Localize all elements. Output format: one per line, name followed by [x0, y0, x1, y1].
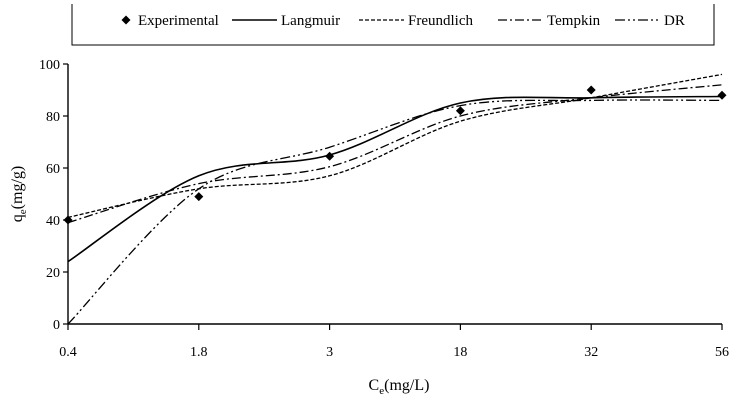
data-point-experimental [717, 90, 727, 100]
data-point-experimental [586, 85, 596, 95]
legend-item-freundlich: Freundlich [359, 13, 473, 29]
legend-label: Freundlich [408, 13, 473, 29]
legend-item-experimental: Experimental [121, 13, 219, 29]
x-axis-title: Ce(mg/L) [369, 377, 430, 397]
y-axis-title-sub: e [17, 209, 29, 214]
x-tick-label: 56 [715, 345, 729, 360]
series-line-langmuir [67, 95, 723, 263]
data-point-experimental [63, 215, 73, 225]
legend-item-tempkin: Tempkin [498, 13, 601, 29]
y-axis-title-rest: (mg/g) [9, 166, 26, 210]
data-point-experimental [455, 106, 465, 116]
y-tick-label: 20 [46, 266, 60, 281]
series-line-freundlich [67, 73, 723, 219]
x-ticks: 0.4 1.8 3 18 32 56 [59, 324, 729, 360]
x-axis-title-sub: e [379, 385, 384, 397]
x-tick-label: 0.4 [59, 345, 77, 360]
legend-label: Langmuir [281, 13, 340, 29]
series-layer [63, 73, 727, 325]
legend: Experimental Langmuir Freundlich Tempkin DR [71, 4, 715, 46]
legend-frame [71, 4, 715, 46]
series-line-dr [67, 99, 723, 325]
x-tick-label: 3 [326, 345, 333, 360]
y-tick-label: 0 [53, 318, 60, 333]
x-axis-title-rest: (mg/L) [384, 377, 429, 394]
legend-swatch-marker [121, 15, 131, 25]
y-axis-title-main: q [9, 214, 26, 222]
y-axis-title: qe(mg/g) [9, 166, 29, 222]
y-tick-label: 60 [46, 162, 60, 177]
legend-item-dr: DR [615, 13, 685, 29]
legend-label: Tempkin [547, 13, 601, 29]
y-tick-label: 80 [46, 110, 60, 125]
legend-label: Experimental [138, 13, 219, 29]
axes [67, 64, 722, 325]
x-tick-label: 1.8 [190, 345, 208, 360]
legend-label: DR [664, 13, 685, 29]
y-ticks: 0 20 40 60 80 100 [39, 58, 68, 333]
series-line-tempkin [67, 84, 723, 224]
x-axis-title-main: C [369, 377, 380, 394]
y-tick-label: 40 [46, 214, 60, 229]
data-point-experimental [194, 192, 204, 202]
legend-item-langmuir: Langmuir [232, 13, 340, 29]
x-tick-label: 32 [584, 345, 598, 360]
data-point-experimental [325, 151, 335, 161]
x-tick-label: 18 [453, 345, 467, 360]
y-tick-label: 100 [39, 58, 60, 73]
